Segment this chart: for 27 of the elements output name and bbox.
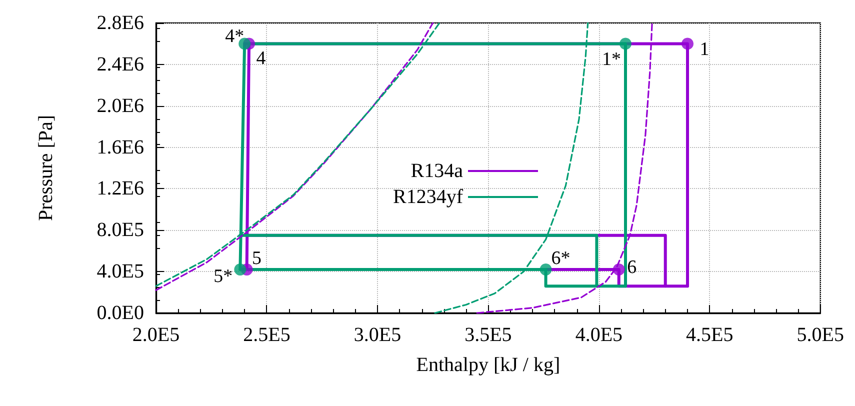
annotation: 1* bbox=[602, 49, 622, 70]
x-tick-label: 4.0E5 bbox=[575, 324, 623, 346]
y-tick-label: 1.6E6 bbox=[96, 136, 144, 158]
x-axis-title: Enthalpy [kJ / kg] bbox=[416, 354, 560, 376]
y-axis-title: Pressure [Pa] bbox=[35, 114, 57, 222]
y-tick-label: 2.8E6 bbox=[96, 12, 144, 34]
annotation: 5* bbox=[214, 266, 233, 287]
x-tick-label: 5.0E5 bbox=[796, 324, 844, 346]
y-tick-label: 4.0E5 bbox=[96, 260, 144, 283]
annotation: 6 bbox=[627, 257, 637, 278]
y-tick-label: 8.0E5 bbox=[96, 219, 144, 242]
annotation: 4* bbox=[225, 26, 244, 48]
annotation: 5 bbox=[252, 248, 262, 269]
annotation: 6* bbox=[551, 248, 570, 269]
x-tick-label: 3.5E5 bbox=[464, 324, 512, 346]
legend-label: R134a bbox=[410, 160, 464, 182]
legend-label: R1234yf bbox=[393, 186, 464, 208]
x-tick-label: 3.0E5 bbox=[354, 324, 402, 346]
y-tick-label: 0.0E0 bbox=[96, 302, 144, 324]
annotation: 1 bbox=[700, 39, 710, 60]
y-tick-label: 2.0E6 bbox=[96, 94, 144, 117]
annotation: 4 bbox=[256, 48, 266, 70]
x-tick-label: 2.5E5 bbox=[243, 324, 290, 346]
y-tick-label: 1.2E6 bbox=[96, 178, 144, 200]
y-tick-label: 2.4E6 bbox=[96, 53, 144, 76]
x-tick-label: 2.0E5 bbox=[132, 324, 180, 346]
x-tick-label: 4.5E5 bbox=[686, 324, 734, 346]
